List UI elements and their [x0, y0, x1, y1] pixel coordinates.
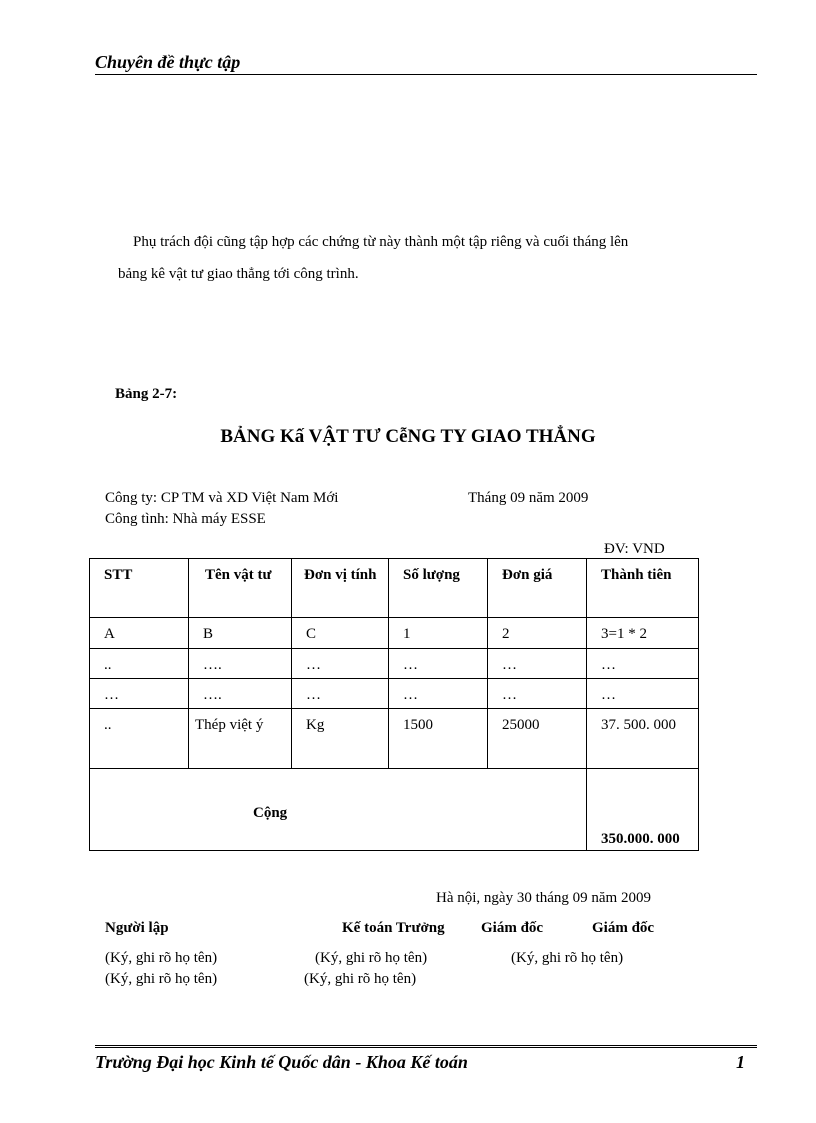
- cell: …: [487, 648, 587, 679]
- cell: …: [586, 678, 699, 709]
- table-row: .. Thép việt ý Kg 1500 25000 37. 500. 000: [89, 708, 699, 769]
- total-label: Cộng: [89, 768, 587, 851]
- period: Tháng 09 năm 2009: [468, 490, 589, 506]
- table-header-row: STT Tên vật tư Đơn vị tính Số lượng Đơn …: [89, 558, 699, 618]
- site: Công tình: Nhà máy ESSE: [105, 511, 266, 527]
- col-header: Đơn vị tính: [291, 558, 389, 618]
- cell: …: [291, 678, 389, 709]
- role-director-2: Giám đốc: [592, 920, 655, 936]
- cell: 3=1 * 2: [586, 617, 699, 649]
- sign-note: (Ký, ghi rõ họ tên): [105, 971, 218, 987]
- cell: A: [89, 617, 189, 649]
- col-header: Thành tiên: [586, 558, 699, 618]
- footer-text: Trường Đại học Kinh tế Quốc dân - Khoa K…: [95, 1052, 468, 1072]
- cell: 37. 500. 000: [586, 708, 699, 769]
- table-title: BẢNG Kấ VẬT TƯ CễNG TY GIAO THẲNG: [220, 426, 596, 447]
- footer-rule: [95, 1045, 757, 1048]
- materials-table: STT Tên vật tư Đơn vị tính Số lượng Đơn …: [89, 558, 699, 851]
- table-row: ..….…………: [89, 648, 699, 679]
- cell: 1: [388, 617, 488, 649]
- cell: …: [89, 678, 189, 709]
- cell: ..: [89, 648, 189, 679]
- sign-note: (Ký, ghi rõ họ tên): [105, 950, 218, 966]
- page-number: 1: [736, 1052, 745, 1072]
- cell: 2: [487, 617, 587, 649]
- col-header: Số lượng: [388, 558, 488, 618]
- header-rule: [95, 74, 757, 75]
- header-title: Chuyên đề thực tập: [95, 52, 241, 72]
- cell: ….: [188, 678, 292, 709]
- sign-note: (Ký, ghi rõ họ tên): [304, 971, 417, 987]
- sign-note: (Ký, ghi rõ họ tên): [315, 950, 428, 966]
- cell: B: [188, 617, 292, 649]
- role-director: Giám đốc: [481, 920, 544, 936]
- cell: 25000: [487, 708, 587, 769]
- cell: ….: [188, 648, 292, 679]
- company: Công ty: CP TM và XD Việt Nam Mới: [105, 490, 339, 506]
- cell: Thép việt ý: [188, 708, 292, 769]
- table-row: A B C 1 2 3=1 * 2: [89, 617, 699, 649]
- cell: ..: [89, 708, 189, 769]
- cell: 1500: [388, 708, 488, 769]
- role-chief-accountant: Kế toán Trưởng: [342, 920, 445, 936]
- total-value: 350.000. 000: [586, 768, 699, 851]
- cell: …: [487, 678, 587, 709]
- total-row: Cộng 350.000. 000: [89, 768, 699, 851]
- cell: Kg: [291, 708, 389, 769]
- cell: C: [291, 617, 389, 649]
- signature-date: Hà nội, ngày 30 tháng 09 năm 2009: [436, 890, 651, 906]
- role-preparer: Người lập: [105, 920, 169, 936]
- currency-unit: ĐV: VND: [604, 541, 665, 557]
- cell: …: [388, 678, 488, 709]
- table-label: Bảng 2-7:: [115, 386, 178, 402]
- col-header: Tên vật tư: [188, 558, 292, 618]
- sign-note: (Ký, ghi rõ họ tên): [511, 950, 624, 966]
- table-row: …….…………: [89, 678, 699, 709]
- paragraph-line2: bảng kê vật tư giao thẳng tới công trình…: [118, 266, 359, 282]
- col-header: STT: [89, 558, 189, 618]
- cell: …: [291, 648, 389, 679]
- paragraph-line1: Phụ trách đội cũng tập hợp các chứng từ …: [133, 234, 629, 250]
- cell: …: [388, 648, 488, 679]
- col-header: Đơn giá: [487, 558, 587, 618]
- cell: …: [586, 648, 699, 679]
